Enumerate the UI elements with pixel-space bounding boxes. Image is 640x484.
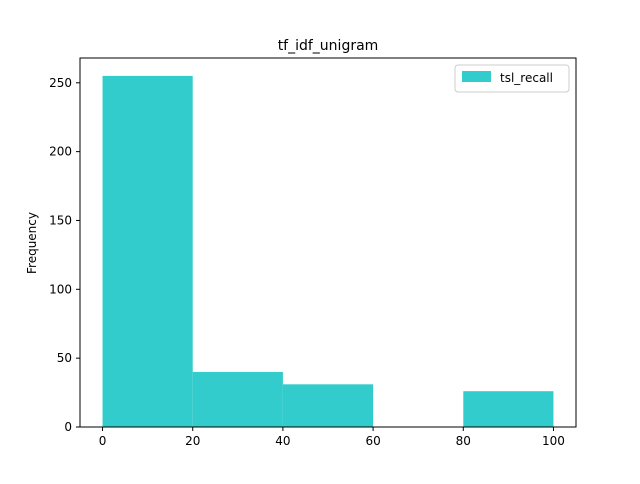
x-axis: 0 20 40 60 80 100 <box>99 427 565 448</box>
y-tick-label-1: 50 <box>57 351 72 365</box>
y-tick-label-4: 200 <box>49 145 72 159</box>
legend-swatch <box>462 71 491 82</box>
histogram-bar-1 <box>192 371 283 427</box>
x-tick-label-4: 80 <box>456 434 471 448</box>
histogram-bar-2 <box>282 384 374 427</box>
y-axis: 0 50 100 150 200 250 <box>49 76 80 434</box>
x-tick-label-1: 20 <box>185 434 200 448</box>
plot-frame <box>79 57 577 428</box>
x-tick-label-2: 40 <box>275 434 290 448</box>
legend-label: tsl_recall <box>500 71 553 85</box>
chart-title: tf_idf_unigram <box>278 38 379 54</box>
bars-layer <box>102 75 554 427</box>
histogram-bar-4 <box>463 391 554 427</box>
y-axis-label: Frequency <box>25 212 39 274</box>
x-tick-label-5: 100 <box>542 434 565 448</box>
x-tick-label-0: 0 <box>99 434 107 448</box>
histogram-bar-0 <box>102 75 193 427</box>
y-tick-label-5: 250 <box>49 76 72 90</box>
x-tick-label-3: 60 <box>365 434 380 448</box>
y-tick-label-0: 0 <box>64 420 72 434</box>
y-tick-label-3: 150 <box>49 213 72 227</box>
y-tick-label-2: 100 <box>49 282 72 296</box>
legend: tsl_recall <box>454 64 570 93</box>
